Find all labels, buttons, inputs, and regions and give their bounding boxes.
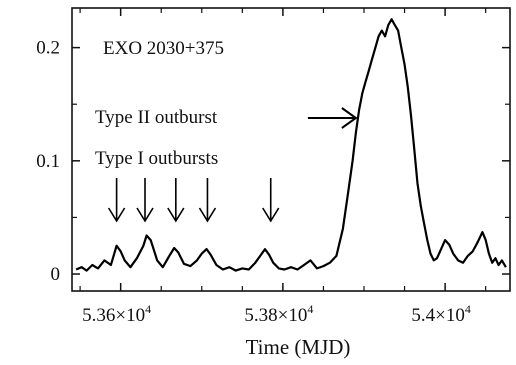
source-name-label: EXO 2030+375 <box>103 38 224 59</box>
type-i-arrow-icon <box>136 178 154 223</box>
y-axis: 0 0.1 0.2 <box>36 38 510 285</box>
type-ii-arrow <box>307 107 358 129</box>
x-tick-exponent: 4 <box>465 302 471 316</box>
x-tick-label: 5.36×104 <box>82 302 151 326</box>
type-i-arrow-icon <box>262 178 280 223</box>
type-ii-arrow-icon <box>307 107 358 129</box>
type-i-arrow-icon <box>167 178 185 223</box>
x-tick-exponent: 4 <box>307 302 313 316</box>
y-tick-label: 0 <box>51 264 61 285</box>
type-i-arrows <box>107 178 280 223</box>
type-i-arrow-icon <box>107 178 126 223</box>
y-tick-label: 0.2 <box>36 38 60 59</box>
x-axis: 5.36×104 5.38×104 5.4×104 <box>79 8 487 326</box>
type-ii-label: Type II outburst <box>95 107 218 128</box>
y-tick-label: 0.1 <box>36 151 60 172</box>
plot-frame <box>71 7 511 292</box>
x-tick-mantissa: 5.38×10 <box>244 305 307 326</box>
x-tick-mantissa: 5.4×10 <box>411 305 464 326</box>
x-axis-title: Time (MJD) <box>246 335 351 359</box>
x-tick-label: 5.4×104 <box>411 302 470 326</box>
light-curve-line <box>75 18 507 272</box>
type-i-arrow-icon <box>198 178 217 223</box>
type-i-label: Type I outbursts <box>95 148 218 169</box>
x-tick-exponent: 4 <box>145 302 151 316</box>
x-tick-mantissa: 5.36×10 <box>82 305 145 326</box>
x-tick-label: 5.38×104 <box>244 302 313 326</box>
